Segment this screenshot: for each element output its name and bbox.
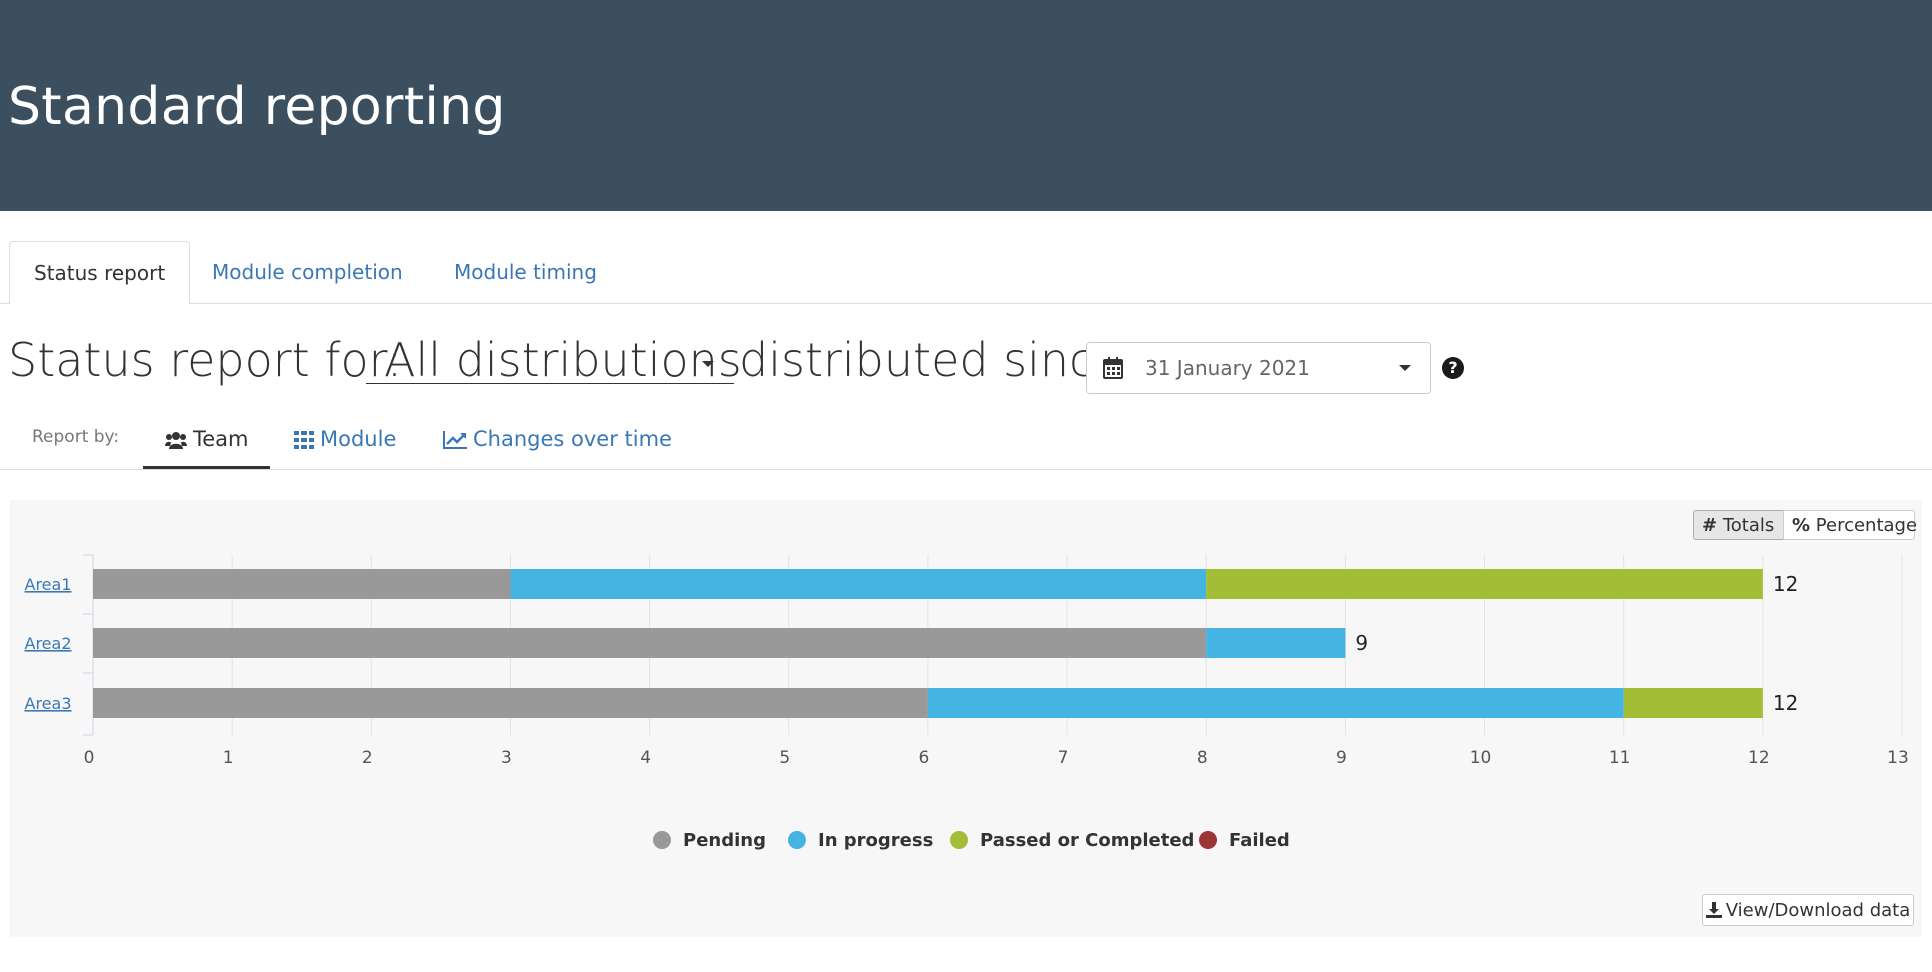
legend-label: Failed <box>1229 830 1290 851</box>
help-icon[interactable]: ? <box>1442 357 1464 379</box>
bar-segment <box>93 569 511 599</box>
totals-toggle-button[interactable]: # Totals <box>1693 510 1784 540</box>
line-chart-icon <box>443 431 467 449</box>
chevron-down-icon <box>1399 365 1411 371</box>
x-tick-label: 12 <box>1748 748 1770 768</box>
bar-total-label: 12 <box>1773 691 1798 715</box>
report-by-team[interactable]: Team <box>143 415 270 469</box>
x-tick-label: 7 <box>1058 748 1069 768</box>
x-tick-label: 13 <box>1887 748 1909 768</box>
legend-item[interactable]: In progress <box>788 826 933 856</box>
legend-item[interactable]: Pending <box>653 826 766 856</box>
date-picker[interactable]: 31 January 2021 <box>1086 342 1431 394</box>
status-report-prefix: Status report for: <box>8 333 403 387</box>
x-tick-label: 4 <box>640 748 651 768</box>
legend-item[interactable]: Passed or Completed <box>950 826 1194 856</box>
percentage-toggle-button[interactable]: % Percentage <box>1783 510 1918 540</box>
x-tick-label: 10 <box>1470 748 1492 768</box>
report-by-module[interactable]: Module <box>294 415 396 469</box>
category-label-link[interactable]: Area1 <box>25 575 72 594</box>
legend-item[interactable]: Failed <box>1199 826 1290 856</box>
x-tick-label: 9 <box>1336 748 1347 768</box>
x-tick-label: 11 <box>1609 748 1631 768</box>
legend-label: In progress <box>818 830 934 851</box>
page-title: Standard reporting <box>8 77 506 137</box>
view-download-data-label: View/Download data <box>1725 900 1911 921</box>
bar-total-label: 12 <box>1773 572 1798 596</box>
x-tick-label: 0 <box>84 748 95 768</box>
x-tick-label: 1 <box>223 748 234 768</box>
date-value: 31 January 2021 <box>1145 356 1310 380</box>
download-icon <box>1705 902 1722 918</box>
category-label-link[interactable]: Area3 <box>25 694 72 713</box>
page-header: Standard reporting <box>0 0 1932 211</box>
percentage-label: Percentage <box>1815 515 1918 536</box>
totals-label: Totals <box>1722 515 1775 536</box>
report-by-changes-over-time[interactable]: Changes over time <box>443 415 672 469</box>
report-tabs: Status report Module completion Module t… <box>0 241 1932 305</box>
bar-total-label: 9 <box>1355 631 1368 655</box>
tab-module-completion[interactable]: Module completion <box>212 260 403 284</box>
view-download-data-button[interactable]: View/Download data <box>1702 894 1914 926</box>
report-by-label: Report by: <box>32 427 120 447</box>
x-tick-label: 6 <box>919 748 930 768</box>
legend-dot-icon <box>788 831 806 849</box>
category-label-link[interactable]: Area2 <box>25 634 72 653</box>
distribution-value: All distributions <box>384 333 742 387</box>
x-tick-label: 5 <box>779 748 790 768</box>
tab-status-report[interactable]: Status report <box>9 241 191 305</box>
tab-module-timing[interactable]: Module timing <box>454 260 597 284</box>
users-icon <box>165 432 187 449</box>
x-tick-label: 2 <box>362 748 373 768</box>
grid-icon <box>294 431 314 449</box>
legend-label: Passed or Completed <box>980 830 1195 851</box>
report-by-nav: Report by: Team Module Changes over time <box>0 415 1932 470</box>
calendar-icon <box>1103 357 1123 383</box>
report-by-team-label: Team <box>193 427 249 451</box>
bar-segment <box>93 628 1207 658</box>
x-tick-label: 3 <box>501 748 512 768</box>
distributed-since-label: distributed since <box>739 333 1123 387</box>
distribution-select[interactable]: All distributions <box>366 325 742 387</box>
hash-icon: # <box>1702 515 1718 536</box>
percent-icon: % <box>1792 515 1811 536</box>
chevron-down-icon <box>702 361 714 367</box>
legend-label: Pending <box>683 830 766 851</box>
bar-segment <box>1206 569 1763 599</box>
legend-dot-icon <box>950 831 968 849</box>
bar-segment <box>93 688 928 718</box>
legend-dot-icon <box>653 831 671 849</box>
report-by-changes-label: Changes over time <box>473 427 672 451</box>
bar-segment <box>510 569 1207 599</box>
bar-segment <box>927 688 1624 718</box>
legend-dot-icon <box>1199 831 1217 849</box>
report-by-module-label: Module <box>320 427 397 451</box>
x-tick-label: 8 <box>1197 748 1208 768</box>
bar-segment <box>1206 628 1346 658</box>
bar-segment <box>1623 688 1763 718</box>
